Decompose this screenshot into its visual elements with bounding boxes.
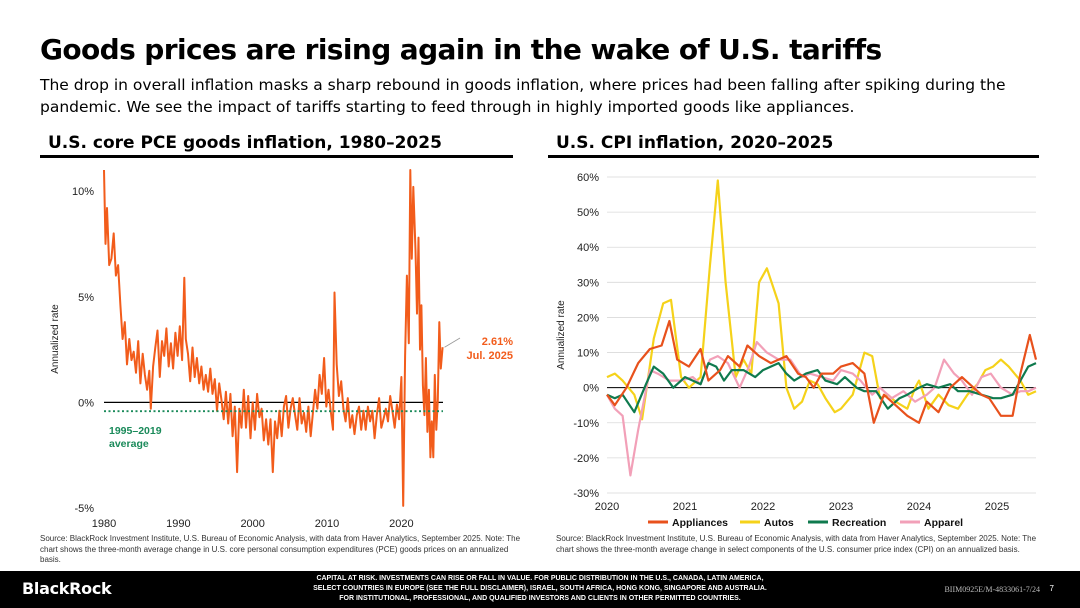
disclaimer: CAPITAL AT RISK. INVESTMENTS CAN RISE OR… [260, 574, 820, 604]
x-tick-label: 2020 [389, 518, 413, 530]
y-tick-label: 10% [72, 186, 94, 198]
y-tick-label: 50% [577, 207, 599, 219]
x-tick-label: 2020 [595, 501, 619, 513]
y-tick-label: 60% [577, 172, 599, 184]
series-line-recreation [606, 362, 1037, 414]
x-tick-label: 2023 [829, 501, 853, 513]
x-tick-label: 1980 [92, 518, 116, 530]
document-code: BIIM0925E/M-4833061-7/24 [944, 585, 1040, 594]
series-line-apparel [606, 340, 1037, 477]
y-tick-label: -30% [573, 488, 599, 500]
disclaimer-line: SELECT COUNTRIES IN EUROPE (SEE THE FULL… [313, 585, 767, 592]
latest-date-label: Jul. 2025 [467, 350, 513, 362]
y-axis-label: Annualized rate [556, 300, 567, 370]
legend-label-recreation: Recreation [832, 517, 886, 529]
y-tick-label: 0% [78, 397, 94, 409]
left-chart-title: U.S. core PCE goods inflation, 1980–2025 [48, 133, 442, 153]
x-tick-label: 2024 [907, 501, 931, 513]
x-tick-label: 1990 [166, 518, 190, 530]
y-tick-label: -10% [573, 418, 599, 430]
average-period-label: 1995–2019 [109, 425, 162, 437]
legend-label-appliances: Appliances [672, 517, 728, 529]
right-title-rule [548, 155, 1039, 158]
y-tick-label: 5% [78, 292, 94, 304]
y-tick-label: -20% [573, 453, 599, 465]
disclaimer-line: CAPITAL AT RISK. INVESTMENTS CAN RISE OR… [316, 575, 764, 582]
average-label: average [109, 438, 149, 450]
page-title: Goods prices are rising again in the wak… [40, 33, 882, 66]
legend-label-autos: Autos [764, 517, 794, 529]
left-title-rule [40, 155, 513, 158]
series-line-appliances [606, 319, 1038, 424]
y-tick-label: -5% [74, 503, 94, 515]
pce-goods-series-line [103, 169, 444, 507]
y-axis-label: Annualized rate [50, 304, 61, 374]
y-tick-label: 40% [577, 242, 599, 254]
page-subtitle: The drop in overall inflation masks a sh… [40, 76, 1006, 116]
right-chart-title: U.S. CPI inflation, 2020–2025 [556, 133, 834, 153]
x-tick-label: 2010 [315, 518, 339, 530]
right-source-note: Source: BlackRock Investment Institute, … [556, 534, 1037, 554]
blackrock-logo: BlackRock [22, 579, 112, 598]
y-tick-label: 0% [583, 383, 599, 395]
x-tick-label: 2022 [751, 501, 775, 513]
latest-value-label: 2.61% [482, 336, 513, 348]
disclaimer-line: FOR INSTITUTIONAL, PROFESSIONAL, AND QUA… [339, 595, 741, 602]
x-tick-label: 2021 [673, 501, 697, 513]
left-source-note: Source: BlackRock Investment Institute, … [40, 534, 521, 564]
y-tick-label: 20% [577, 312, 599, 324]
legend-label-apparel: Apparel [924, 517, 963, 529]
x-tick-label: 2025 [985, 501, 1009, 513]
x-tick-label: 2000 [240, 518, 264, 530]
page-number: 7 [1049, 584, 1054, 593]
footer-bar: BlackRock CAPITAL AT RISK. INVESTMENTS C… [0, 571, 1080, 608]
y-tick-label: 10% [577, 348, 599, 360]
annotation-leader [444, 337, 461, 348]
y-tick-label: 30% [577, 277, 599, 289]
